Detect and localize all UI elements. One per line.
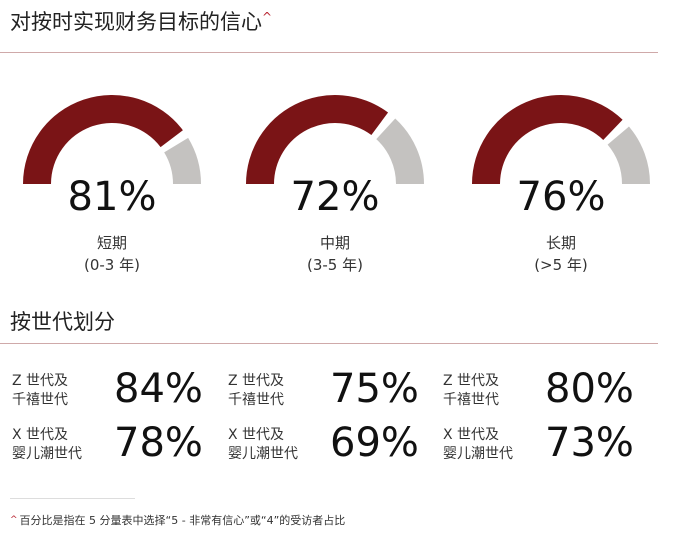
generation-label-line2: 婴儿潮世代 [443,446,513,462]
gauge-term-name: 长期 [545,234,576,252]
gauge-term-name: 中期 [319,234,350,252]
generation-label-line1: Z 世代及 [228,373,285,389]
gauge-value-arc [246,95,389,184]
gauge-3 [471,88,651,184]
generation-cell: X 世代及婴儿潮世代 73% [443,420,653,470]
gauge-remainder-arc [164,137,201,184]
gauge-term-range: (3-5 年) [307,256,363,274]
generation-cell: X 世代及婴儿潮世代 69% [228,420,438,470]
gauge-term-range: (>5 年) [534,256,588,274]
title-footnote-mark: ^ [262,10,273,24]
section-title: 按世代划分 [10,310,115,334]
gauge-term-label: 中期 (3-5 年) [245,232,425,276]
generation-label-line2: 婴儿潮世代 [12,446,82,462]
gauge-term-name: 短期 [96,234,127,252]
generation-label-line2: 千禧世代 [12,392,68,408]
generation-value: 80% [545,366,634,412]
generation-cell: Z 世代及千禧世代 80% [443,366,653,416]
generation-cell: Z 世代及千禧世代 84% [12,366,222,416]
footnote: ^ 百分比是指在 5 分量表中选择“5 - 非常有信心”或“4”的受访者占比 [10,514,346,527]
generation-label-line1: X 世代及 [228,427,285,443]
footnote-divider [10,498,135,499]
generation-label: Z 世代及千禧世代 [443,372,499,410]
gauge-value-label: 76% [516,174,606,220]
generation-value: 73% [545,420,634,466]
gauge-term-range: (0-3 年) [84,256,140,274]
generation-label: X 世代及婴儿潮世代 [443,426,513,464]
section-divider [0,343,658,344]
generation-value: 78% [114,420,203,466]
generation-label-line2: 千禧世代 [228,392,284,408]
title-divider [0,52,658,53]
gauge-value-label: 81% [67,174,157,220]
generation-value: 84% [114,366,203,412]
gauge-value-label: 72% [290,174,380,220]
generation-label: X 世代及婴儿潮世代 [12,426,82,464]
gauge-term-label: 长期 (>5 年) [471,232,651,276]
generation-label-line1: Z 世代及 [443,373,500,389]
generation-label: X 世代及婴儿潮世代 [228,426,298,464]
generation-label-line1: X 世代及 [443,427,500,443]
generation-value: 69% [330,420,419,466]
gauge-arc-svg [472,94,650,184]
generation-cell: Z 世代及千禧世代 75% [228,366,438,416]
gauge-arc-svg [23,95,201,184]
gauge-value-arc [23,95,183,184]
gauge-remainder-arc [376,118,424,184]
gauge-arc-svg [246,95,424,184]
generation-label: Z 世代及千禧世代 [12,372,68,410]
page-title: 对按时实现财务目标的信心^ [10,10,273,34]
gauge-2 [245,88,425,184]
gauge-remainder-arc [607,126,650,184]
gauge-term-label: 短期 (0-3 年) [22,232,202,276]
generation-cell: X 世代及婴儿潮世代 78% [12,420,222,470]
footnote-mark: ^ [10,515,18,525]
generation-label-line2: 婴儿潮世代 [228,446,298,462]
generation-label-line1: X 世代及 [12,427,69,443]
generation-label: Z 世代及千禧世代 [228,372,284,410]
generation-label-line2: 千禧世代 [443,392,499,408]
gauge-value-arc [472,94,623,184]
generation-value: 75% [330,366,419,412]
generation-label-line1: Z 世代及 [12,373,69,389]
gauge-1 [22,88,202,184]
